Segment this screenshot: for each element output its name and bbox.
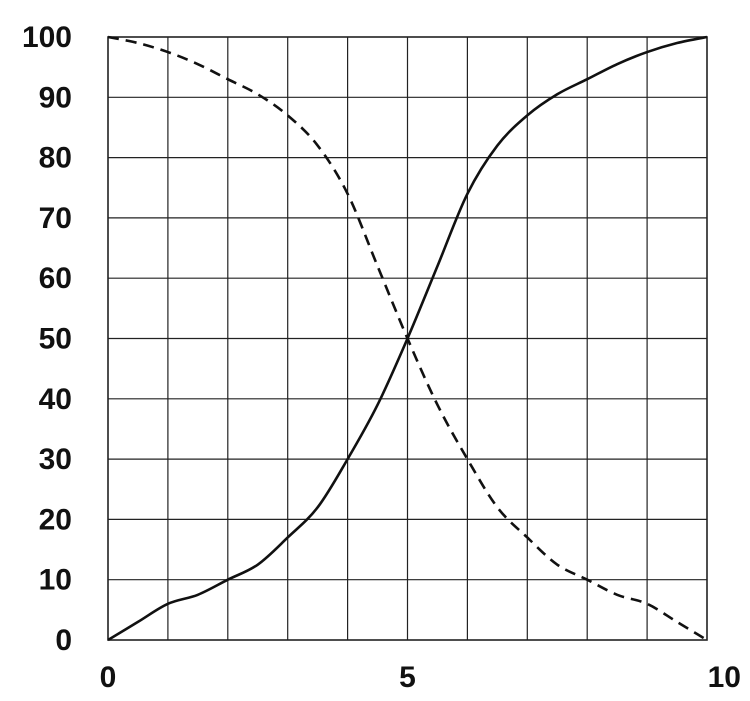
y-tick-label: 0 [55,624,72,657]
y-axis-ticks: 0 10 20 30 40 50 60 70 80 90 100 [22,21,72,657]
plot-frame [107,36,708,641]
x-tick-label: 0 [100,661,117,694]
y-tick-label: 40 [39,383,72,416]
series-line-dashed [107,35,708,642]
x-axis-ticks: 0 5 10 [100,661,741,694]
y-tick-label: 90 [39,81,72,114]
y-tick-label: 20 [39,503,72,536]
y-tick-label: 30 [39,443,72,476]
y-tick-label: 60 [39,262,72,295]
y-tick-label: 50 [39,323,72,356]
y-tick-label: 80 [39,142,72,175]
x-tick-label: 10 [708,661,741,694]
y-tick-label: 100 [22,21,72,54]
y-tick-label: 70 [39,202,72,235]
series-layer [107,35,708,642]
x-tick-label: 5 [399,661,416,694]
y-tick-label: 10 [39,564,72,597]
